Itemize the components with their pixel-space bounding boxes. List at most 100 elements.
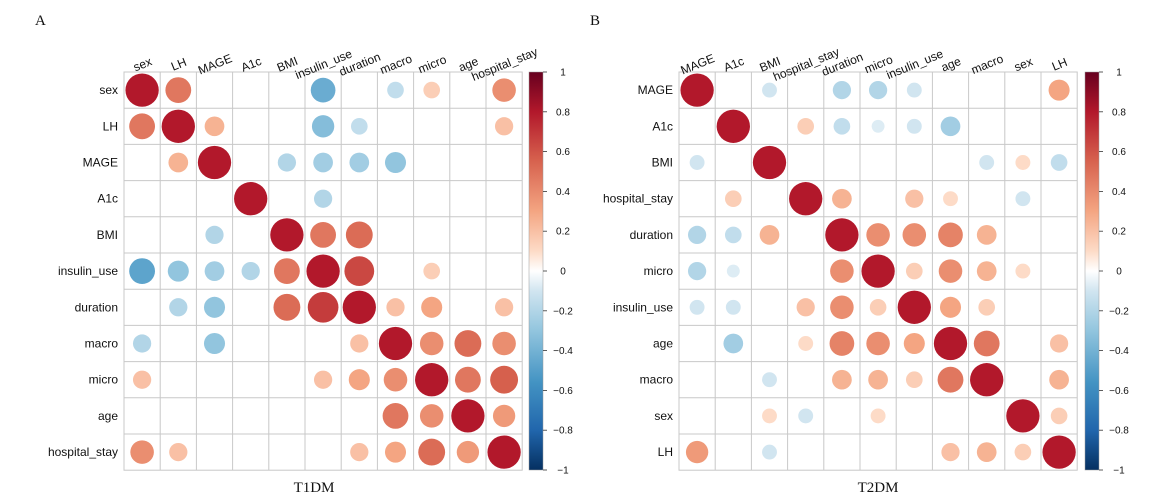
correlation-circle-hospital-stay-hospital-stay xyxy=(789,182,823,216)
row-label-duration: duration xyxy=(630,228,673,242)
row-label-age: age xyxy=(98,409,118,423)
colorbar-tick-label: −0.6 xyxy=(1109,386,1129,397)
correlation-circle-bmi-mage xyxy=(689,155,705,170)
correlation-circle-mage-lh xyxy=(1048,79,1070,101)
correlation-circle-hospital-stay-macro xyxy=(384,441,407,463)
correlation-circle-age-age xyxy=(451,399,485,433)
correlation-circle-a1c-micro xyxy=(871,119,885,133)
correlation-circle-micro-mage xyxy=(687,261,707,281)
correlation-circle-micro-age xyxy=(938,259,963,283)
correlation-circle-hospital-stay-duration xyxy=(832,188,852,209)
correlation-circle-insulin-use-age xyxy=(939,296,962,318)
correlation-circle-bmi-duration xyxy=(345,221,373,249)
correlation-circle-lh-sex xyxy=(1014,443,1032,461)
colorbar-tick-label: 0.4 xyxy=(1112,187,1126,198)
correlation-circle-sex-sex xyxy=(1006,399,1040,433)
correlation-circle-insulin-use-micro xyxy=(423,262,441,280)
correlation-circle-hospital-stay-sex xyxy=(1015,191,1031,207)
correlation-circle-age-lh xyxy=(1049,334,1069,353)
column-label-sex: sex xyxy=(1012,54,1035,74)
correlation-circle-a1c-duration xyxy=(833,117,851,135)
panel-label-b: B xyxy=(590,13,600,29)
row-label-macro: macro xyxy=(640,373,674,387)
correlation-circle-sex-bmi xyxy=(762,408,777,424)
correlation-circle-micro-duration xyxy=(830,259,854,283)
correlation-circle-duration-a1c xyxy=(724,226,742,244)
correlation-circle-insulin-use-macro xyxy=(978,298,996,316)
row-label-micro: micro xyxy=(644,264,674,278)
colorbar xyxy=(528,71,544,471)
correlation-circle-duration-duration xyxy=(825,218,859,252)
correlation-circle-lh-lh xyxy=(161,109,195,143)
correlation-circle-insulin-use-insulin-use xyxy=(306,254,340,288)
correlation-circle-macro-sex xyxy=(132,334,152,353)
correlation-circle-sex-insulin-use xyxy=(310,77,336,103)
correlation-circle-duration-insulin-use xyxy=(307,291,339,323)
row-label-lh: LH xyxy=(103,119,118,133)
correlation-circle-duration-duration xyxy=(342,290,376,324)
correlation-circle-age-age xyxy=(933,326,968,361)
correlation-circle-bmi-macro xyxy=(979,155,995,170)
correlation-circle-insulin-use-hospital-stay xyxy=(796,298,815,317)
row-label-sex: sex xyxy=(99,83,118,97)
colorbar-tick-label: −0.6 xyxy=(553,386,573,397)
correlation-circle-sex-hospital-stay xyxy=(798,408,814,424)
correlation-circle-bmi-bmi xyxy=(752,145,787,180)
correlation-circle-mage-lh xyxy=(168,152,189,173)
colorbar xyxy=(1084,71,1100,471)
row-label-hospital-stay: hospital_stay xyxy=(603,192,673,206)
correlation-circle-hospital-stay-insulin-use xyxy=(905,189,924,208)
correlation-circle-sex-micro xyxy=(870,408,886,424)
correlation-circle-micro-sex xyxy=(132,370,152,389)
correlation-circle-micro-hospital-stay xyxy=(490,365,519,394)
correlation-circle-duration-bmi xyxy=(759,225,780,245)
correlation-circle-duration-bmi xyxy=(273,293,301,321)
correlation-circle-insulin-use-insulin-use xyxy=(897,290,931,324)
correlation-circle-bmi-bmi xyxy=(270,218,304,252)
correlation-circle-hospital-stay-hospital-stay xyxy=(487,435,521,469)
correlation-circle-mage-mage xyxy=(680,73,714,107)
row-label-sex: sex xyxy=(654,409,673,423)
correlation-circle-micro-macro xyxy=(976,261,997,281)
correlation-circle-lh-duration xyxy=(350,117,368,135)
colorbar-tick-label: −0.8 xyxy=(1109,426,1129,437)
colorbar-tick-label: 0.2 xyxy=(556,227,570,238)
correlation-circle-sex-micro xyxy=(423,81,441,99)
correlation-circle-macro-duration xyxy=(350,334,369,353)
panel-label-a: A xyxy=(35,13,46,29)
correlation-circle-lh-sex xyxy=(129,113,155,140)
correlation-circle-duration-insulin-use xyxy=(902,223,927,247)
correlation-circle-hospital-stay-age xyxy=(456,440,480,464)
colorbar-tick-label: 0.8 xyxy=(556,107,570,118)
row-label-duration: duration xyxy=(75,300,118,314)
correlation-circle-insulin-use-sex xyxy=(129,258,155,284)
correlation-circle-macro-insulin-use xyxy=(905,371,923,389)
correlation-circle-micro-duration xyxy=(348,369,370,391)
correlation-circle-a1c-insulin-use xyxy=(313,189,333,208)
row-label-a1c: A1c xyxy=(97,192,118,206)
colorbar-tick-label: 0.6 xyxy=(1112,147,1126,158)
correlation-circle-insulin-use-lh xyxy=(167,260,189,282)
correlation-circle-macro-bmi xyxy=(762,372,777,388)
correlation-circle-macro-mage xyxy=(203,332,226,355)
correlation-circle-hospital-stay-age xyxy=(943,191,958,207)
correlation-circle-a1c-insulin-use xyxy=(906,118,922,134)
correlation-circle-lh-mage xyxy=(204,116,225,137)
caption-t2dm: T2DM xyxy=(858,480,899,496)
correlation-circle-age-macro xyxy=(382,403,409,429)
correlation-circle-a1c-age xyxy=(940,116,961,137)
colorbar-tick-label: −0.2 xyxy=(1109,306,1129,317)
colorbar-tick-label: 0.6 xyxy=(556,147,570,158)
row-label-micro: micro xyxy=(89,373,119,387)
correlation-circle-micro-age xyxy=(455,366,481,393)
correlation-circle-age-macro xyxy=(973,330,1000,357)
correlation-circle-insulin-use-micro xyxy=(869,298,887,316)
correlation-circle-duration-macro xyxy=(386,298,405,317)
colorbar-tick-label: 0.4 xyxy=(556,187,570,198)
correlation-circle-sex-lh xyxy=(165,77,192,103)
correlation-circle-macro-macro xyxy=(970,363,1004,397)
row-label-lh: LH xyxy=(658,445,673,459)
correlation-circle-bmi-mage xyxy=(205,225,224,245)
correlation-circle-age-hospital-stay xyxy=(798,336,814,351)
